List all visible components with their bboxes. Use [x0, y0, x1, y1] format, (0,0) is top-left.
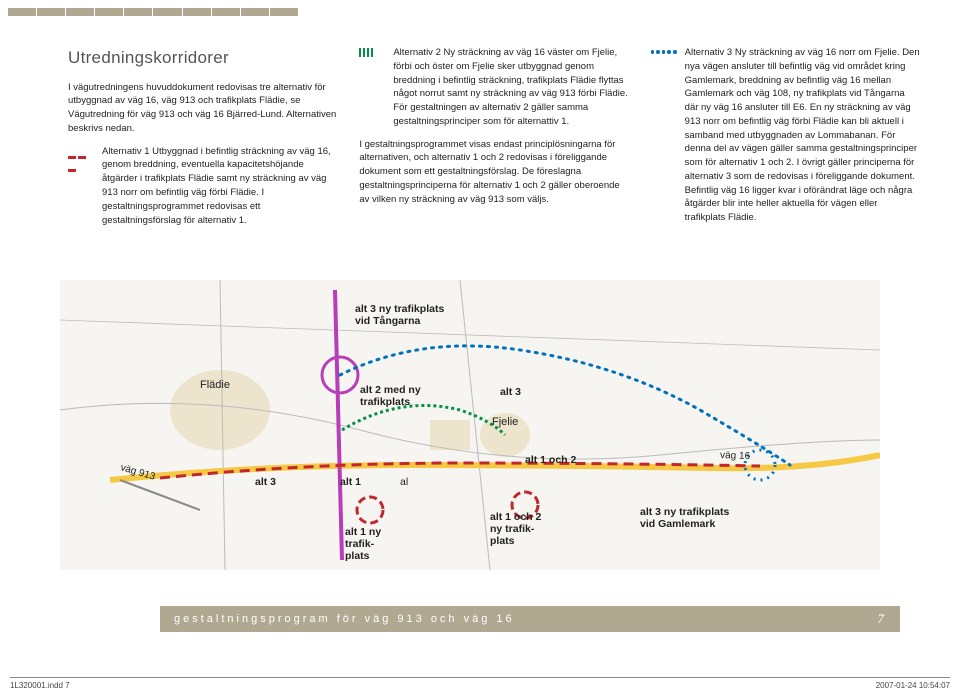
page-title: Utredningskorridorer — [68, 46, 337, 71]
column-2: Alternativ 2 Ny sträckning av väg 16 väs… — [359, 46, 628, 236]
alt2a-text: Alternativ 2 Ny sträckning av väg 16 väs… — [359, 46, 628, 129]
intro-text: I vägutredningens huvuddokument redovisa… — [68, 81, 337, 136]
page-number: 7 — [878, 611, 885, 627]
alt3-text: Alternativ 3 Ny sträckning av väg 16 nor… — [651, 46, 920, 225]
footer-file: 1L320001.indd 7 — [10, 681, 70, 690]
column-3: Alternativ 3 Ny sträckning av väg 16 nor… — [651, 46, 920, 236]
footer-timestamp: 2007-01-24 10:54:07 — [876, 681, 950, 690]
alt2a-body: Alternativ 2 Ny sträckning av väg 16 väs… — [393, 47, 627, 127]
label-fladie: Flädie — [200, 379, 230, 391]
footer-meta: 1L320001.indd 7 2007-01-24 10:54:07 — [10, 677, 950, 690]
label-al: al — [400, 476, 408, 488]
header-color-bar — [8, 8, 298, 16]
footer-text: gestaltningsprogram för väg 913 och väg … — [174, 613, 515, 625]
alt1-text: Alternativ 1 Utbyggnad i befintlig sträc… — [68, 145, 337, 228]
label-vag16: väg 16 — [720, 450, 751, 462]
alt2-hatch-icon — [359, 48, 375, 57]
footer-bar: gestaltningsprogram för väg 913 och väg … — [160, 606, 900, 632]
alt3-body: Alternativ 3 Ny sträckning av väg 16 nor… — [685, 47, 920, 223]
alt2b-text: I gestaltningsprogrammet visas endast pr… — [359, 138, 628, 207]
column-1: Utredningskorridorer I vägutredningens h… — [68, 46, 337, 236]
alt3-dots-icon — [651, 50, 677, 55]
label-alt3b: alt 3 — [255, 476, 276, 488]
alt1-dash-icon — [68, 150, 96, 153]
label-alt3: alt 3 — [500, 386, 521, 398]
map: Flädie Fjelie väg 913 väg 16 alt 3 ny tr… — [60, 280, 880, 570]
map-svg: Flädie Fjelie väg 913 väg 16 alt 3 ny tr… — [60, 280, 880, 570]
label-alt1och2: alt 1 och 2 — [525, 454, 577, 466]
text-columns: Utredningskorridorer I vägutredningens h… — [68, 46, 920, 236]
label-alt1: alt 1 — [340, 476, 361, 488]
alt1-body: Alternativ 1 Utbyggnad i befintlig sträc… — [102, 146, 331, 226]
label-fjelie: Fjelie — [492, 416, 518, 428]
